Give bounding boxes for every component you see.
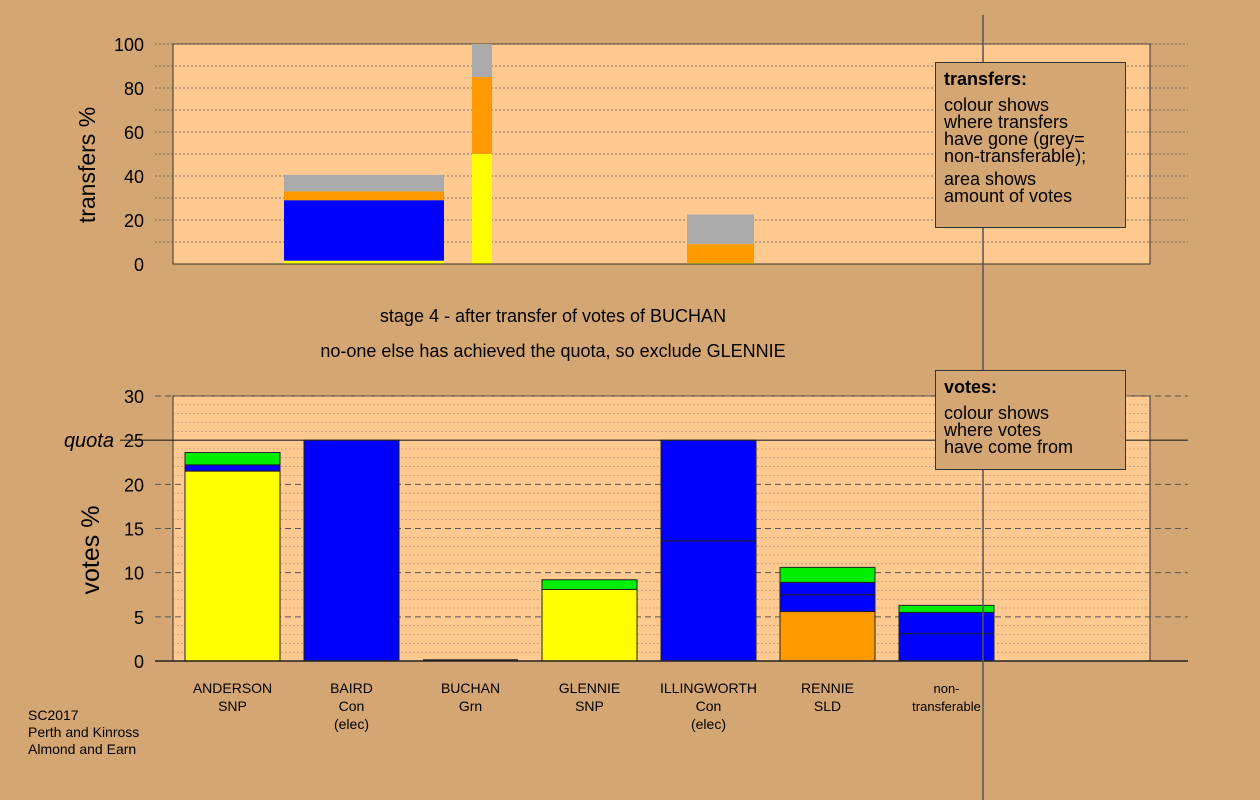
votes-bar-segment: [898, 633, 995, 662]
transfers-bar-segment: [472, 44, 492, 77]
votes-bar-segment: [660, 439, 757, 542]
footer-election: SC2017: [28, 707, 79, 723]
votes-bar-segment: [660, 540, 757, 662]
votes-y-axis-label: votes %: [77, 506, 105, 595]
transfers-bar-segment: [687, 214, 754, 245]
transfers-bar-segment: [472, 77, 492, 154]
votes-y-tick-label: 30: [124, 387, 144, 407]
votes-x-tick-label: Con: [339, 698, 365, 714]
transfers-y-tick-label: 40: [124, 167, 144, 187]
transfers-bar-segment: [284, 174, 444, 192]
transfers-legend-text-2: area shows amount of votes: [944, 169, 1073, 206]
transfers-y-tick-label: 60: [124, 123, 144, 143]
transfers-y-tick-label: 20: [124, 211, 144, 231]
votes-x-tick-label: (elec): [334, 716, 369, 732]
votes-x-tick-label: ILLINGWORTH: [660, 680, 757, 696]
votes-x-tick-label: SLD: [814, 698, 841, 714]
votes-bar-segment: [184, 464, 281, 472]
transfers-legend: transfers: colour shows where transfers …: [935, 62, 1126, 228]
transfers-legend-text-1: colour shows where transfers have gone (…: [944, 95, 1087, 166]
note-text: no-one else has achieved the quota, so e…: [320, 341, 785, 361]
votes-bar-segment: [541, 579, 638, 590]
votes-y-tick-label: 0: [134, 652, 144, 672]
votes-x-tick-label: SNP: [218, 698, 247, 714]
footer-council: Perth and Kinross: [28, 724, 140, 740]
votes-bar-segment: [779, 611, 876, 662]
votes-x-tick-label: non-: [933, 681, 959, 696]
votes-bar-segment: [779, 594, 876, 613]
votes-x-tick-label: RENNIE: [801, 680, 854, 696]
votes-legend-title: votes:: [944, 377, 998, 397]
transfers-legend-title: transfers:: [944, 69, 1028, 89]
transfers-bar-segment: [687, 244, 754, 263]
votes-x-tick-label: SNP: [575, 698, 604, 714]
transfers-bar-segment: [284, 200, 444, 261]
votes-x-tick-label: (elec): [691, 716, 726, 732]
votes-x-tick-label: BUCHAN: [441, 680, 500, 696]
votes-x-tick-label: GLENNIE: [559, 680, 620, 696]
votes-x-tick-label: transferable: [912, 699, 981, 714]
votes-x-tick-label: ANDERSON: [193, 680, 272, 696]
stage-text: stage 4 - after transfer of votes of BUC…: [380, 306, 726, 326]
votes-bar-segment: [541, 588, 638, 662]
votes-legend-text: colour shows where votes have come from: [944, 403, 1074, 457]
transfers-bar-segment: [687, 262, 754, 264]
votes-bar-segment: [779, 566, 876, 583]
votes-bar-segment: [898, 604, 995, 613]
transfers-y-tick-label: 80: [124, 79, 144, 99]
votes-bar-segment: [303, 439, 400, 662]
votes-chart: 0 5 10 15 20 25 30 ANDERSON SNP BAIRD Con (elec) BUC…: [120, 387, 1188, 732]
transfers-bar-segment: [284, 191, 444, 201]
votes-bar-segment: [184, 452, 281, 466]
votes-bar-segment: [184, 470, 281, 662]
votes-x-tick-label: Grn: [459, 698, 482, 714]
votes-x-tick-label: Con: [696, 698, 722, 714]
votes-bar-segment: [779, 581, 876, 596]
votes-y-tick-label: 25: [124, 431, 144, 451]
votes-y-tick-label: 5: [134, 608, 144, 628]
transfers-y-tick-label: 0: [134, 255, 144, 275]
quota-label: quota: [64, 430, 114, 452]
footer: SC2017 Perth and Kinross Almond and Earn: [28, 707, 139, 758]
transfers-bar-segment: [472, 154, 492, 264]
votes-bar-segment: [898, 611, 995, 635]
votes-y-tick-label: 15: [124, 520, 144, 540]
transfers-y-tick-label: 100: [114, 35, 144, 55]
votes-x-tick-label: BAIRD: [330, 680, 373, 696]
transfers-bar-segment: [284, 260, 444, 264]
footer-ward: Almond and Earn: [28, 741, 137, 757]
votes-legend: votes: colour shows where votes have com…: [935, 370, 1126, 470]
transfers-y-axis-label: transfers %: [74, 107, 100, 223]
votes-y-tick-label: 20: [124, 475, 144, 495]
votes-y-tick-label: 10: [124, 564, 144, 584]
